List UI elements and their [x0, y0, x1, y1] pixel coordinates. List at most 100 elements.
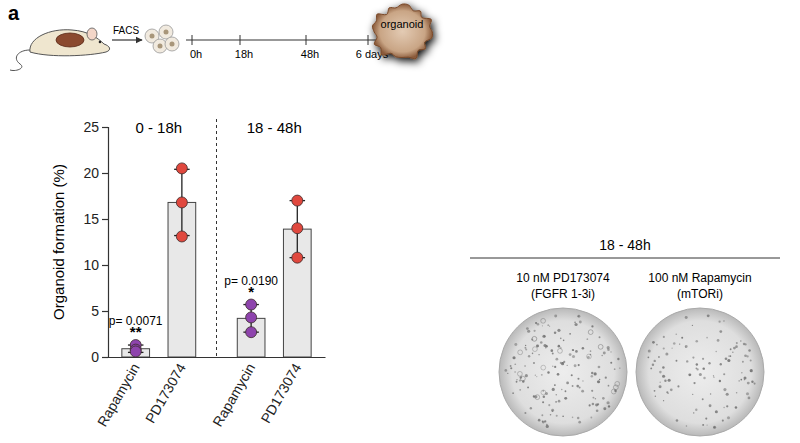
colony-speck — [563, 340, 565, 342]
colony-speck — [514, 343, 517, 346]
colony-speck — [562, 415, 564, 417]
colony-speck — [527, 387, 529, 389]
panel-label: a — [8, 2, 20, 24]
colony-speck — [538, 354, 539, 355]
colony-speck — [615, 381, 620, 386]
colony-speck — [702, 358, 704, 360]
colony-speck — [727, 359, 730, 362]
colony-speck — [673, 342, 676, 345]
colony-speck — [599, 379, 601, 381]
colony-speck — [664, 379, 666, 381]
colony-speck — [607, 348, 610, 351]
colony-speck — [738, 380, 740, 382]
colony-speck — [516, 379, 517, 380]
colony-speck — [533, 347, 538, 352]
colony-speck — [603, 407, 606, 410]
colony-speck — [507, 373, 508, 374]
y-axis-title: Organoid formation (%) — [50, 164, 67, 320]
colony-speck — [754, 383, 756, 385]
colony-speck — [742, 361, 744, 363]
colony-speck — [544, 335, 546, 337]
y-tick-label: 25 — [83, 119, 99, 135]
well-note: (mTORi) — [677, 287, 723, 301]
colony-speck — [692, 325, 693, 326]
colony-speck — [706, 424, 707, 425]
colony-speck — [744, 354, 747, 357]
colony-speck — [574, 364, 577, 367]
colony-speck — [555, 401, 557, 403]
colony-speck — [576, 385, 579, 388]
colony-speck — [530, 407, 532, 409]
colony-speck — [536, 345, 539, 348]
timeline-tick — [368, 35, 369, 45]
mouse-ear — [87, 28, 97, 40]
y-tick-mark — [102, 219, 108, 220]
colony-speck — [590, 417, 592, 419]
colony-speck — [535, 375, 536, 376]
colony-speck — [586, 338, 588, 340]
colony-speck — [652, 341, 655, 344]
colony-speck — [561, 389, 562, 390]
colony-speck — [564, 397, 567, 400]
colony-speck — [547, 371, 549, 373]
cell-nucleus — [170, 42, 175, 47]
colony-speck — [723, 407, 725, 409]
x-axis-line — [109, 357, 326, 358]
colony-speck — [525, 349, 527, 351]
y-tick-label: 15 — [83, 211, 99, 227]
y-tick-label: 5 — [91, 303, 99, 319]
colony-speck — [560, 362, 562, 364]
colony-speck — [723, 320, 725, 322]
colony-speck — [592, 397, 594, 399]
colony-speck — [722, 420, 724, 422]
data-point — [292, 195, 303, 206]
colony-speck — [717, 339, 720, 342]
colony-speck — [524, 412, 526, 414]
data-point — [176, 231, 187, 242]
colony-speck — [557, 329, 560, 332]
colony-speck — [512, 392, 514, 394]
colony-speck — [510, 365, 512, 367]
colony-speck — [685, 316, 688, 319]
colony-speck — [648, 349, 651, 352]
group-label: 18 - 48h — [247, 119, 302, 136]
colony-speck — [662, 366, 664, 368]
colony-speck — [650, 368, 652, 370]
cell-nucleus — [150, 34, 155, 39]
colony-speck — [524, 365, 526, 367]
y-tick: 15 — [83, 211, 108, 227]
x-tick: Rapamycin — [209, 361, 258, 430]
colony-speck — [532, 353, 534, 355]
facs-label: FACS — [113, 25, 139, 36]
colony-speck — [743, 376, 746, 379]
y-tick: 25 — [83, 119, 108, 135]
colony-speck — [663, 400, 664, 401]
colony-speck — [577, 378, 579, 380]
colony-speck — [574, 321, 576, 323]
colony-speck — [610, 351, 611, 352]
x-tick-label: Rapamycin — [94, 361, 143, 430]
colony-speck — [527, 330, 530, 333]
colony-speck — [525, 374, 528, 377]
colony-speck — [719, 380, 721, 382]
facs-arrow — [112, 39, 142, 40]
colony-speck — [536, 376, 537, 377]
y-tick-label: 20 — [83, 165, 99, 181]
colony-speck — [569, 353, 572, 356]
y-tick-mark — [102, 127, 108, 128]
colony-speck — [591, 372, 593, 374]
colony-speck — [582, 347, 585, 350]
colony-speck — [578, 364, 580, 366]
colony-speck — [555, 358, 558, 361]
timepoint-label: 0h — [190, 48, 202, 60]
colony-speck — [659, 371, 662, 374]
colony-speck — [601, 355, 602, 356]
mouse-body — [30, 30, 110, 56]
colony-speck — [547, 324, 549, 326]
colony-speck — [715, 410, 718, 413]
colony-speck — [675, 333, 677, 335]
colony-speck — [743, 343, 746, 346]
colony-speck — [554, 366, 556, 368]
colony-speck — [747, 382, 750, 385]
colony-speck — [572, 349, 574, 351]
